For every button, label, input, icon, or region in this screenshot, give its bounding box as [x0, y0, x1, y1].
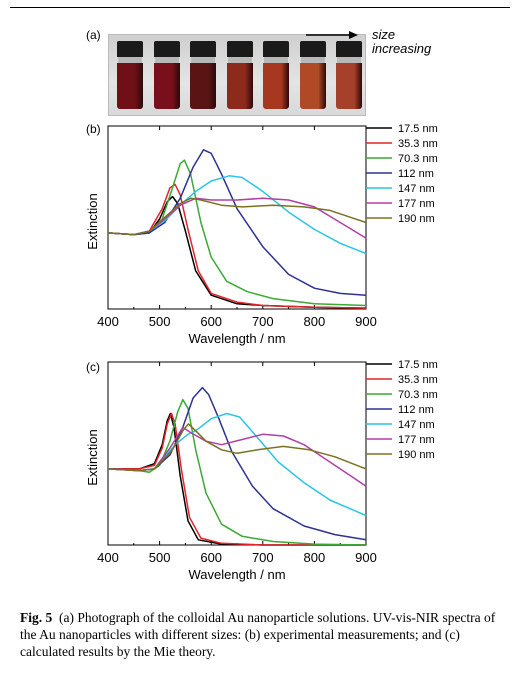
plot-frame [107, 125, 367, 310]
x-tick-label: 600 [200, 314, 222, 329]
vial-5 [263, 41, 289, 111]
size-increasing-label: size increasing [372, 28, 431, 56]
x-tick-label: 600 [200, 550, 222, 565]
series-line-190-nm [107, 423, 367, 472]
vial-liquid [299, 63, 326, 109]
vial-liquid [190, 63, 216, 109]
x-tick-label: 800 [304, 550, 326, 565]
x-tick-label: 400 [97, 314, 119, 329]
chart-panel-b: 400 500 600 700 800 900 Wavelength / nm Extinct… [85, 123, 438, 346]
x-tick-label: 800 [304, 314, 326, 329]
caption-label: Fig. 5 [20, 610, 53, 625]
vial-4 [226, 41, 253, 111]
vial-cap [153, 41, 180, 57]
vial-1 [117, 41, 143, 111]
panel-label-c: (c) [86, 360, 100, 374]
panel-label-a: (a) [86, 28, 101, 42]
vial-cap [336, 41, 362, 57]
vial-7 [336, 41, 362, 111]
panel-label-b: (b) [86, 122, 101, 136]
legend-label: 147 nm [398, 183, 435, 195]
vial-liquid [263, 63, 289, 109]
size-label-line1: size [372, 27, 396, 42]
x-tick-label: 700 [252, 550, 274, 565]
size-arrow-icon [306, 31, 358, 39]
vial-liquid [226, 63, 253, 109]
vial-liquid [336, 63, 362, 109]
vial-cap [299, 41, 326, 57]
vial-neck [227, 57, 252, 63]
series-line-112-nm [107, 149, 367, 296]
vial-neck [300, 57, 325, 63]
series-line-177-nm [107, 426, 367, 487]
x-tick-label: 500 [149, 314, 171, 329]
legend-label: 112 nm [398, 168, 434, 180]
vial-neck [264, 57, 288, 63]
caption-text: (a) Photograph of the colloidal Au nanop… [20, 610, 496, 659]
x-axis-label: Wavelength / nm [188, 567, 285, 582]
legend-label: 147 nm [398, 419, 435, 431]
vial-neck [154, 57, 179, 63]
vial-cap [263, 41, 289, 57]
legend-label: 17.5 nm [398, 123, 438, 135]
x-tick-label: 400 [97, 550, 119, 565]
vial-neck [337, 57, 361, 63]
vial-cap [117, 41, 143, 57]
top-rule [10, 7, 510, 8]
x-tick-label: 900 [355, 314, 377, 329]
x-axis-label: Wavelength / nm [188, 331, 285, 346]
y-axis-label: Extinction [85, 193, 100, 249]
legend-label: 70.3 nm [398, 153, 438, 165]
series-line-70-3-nm [107, 398, 367, 546]
vials-photograph [108, 34, 366, 116]
vial-neck [118, 57, 142, 63]
x-tick-label: 500 [149, 550, 171, 565]
legend-label: 35.3 nm [398, 138, 438, 150]
series-line-35-3-nm [108, 412, 366, 546]
legend-label: 17.5 nm [398, 359, 438, 371]
series-line-112-nm [107, 386, 367, 541]
legend-label: 177 nm [398, 198, 435, 210]
series-line-35-3-nm [107, 183, 367, 309]
vial-3 [190, 41, 216, 111]
series-line-17-5-nm [108, 412, 366, 546]
vial-2 [153, 41, 180, 111]
figure-caption: Fig. 5 (a) Photograph of the colloidal A… [20, 609, 500, 660]
legend-label: 112 nm [398, 404, 434, 416]
chart-panel-c: 400 500 600 700 800 900 Wavelength / nm Extinct… [85, 359, 438, 582]
legend-label: 35.3 nm [398, 374, 438, 386]
size-label-line2: increasing [372, 41, 432, 56]
vial-cap [226, 41, 253, 57]
vial-liquid [117, 63, 143, 109]
series-line-190-nm [107, 197, 367, 236]
legend-label: 70.3 nm [398, 389, 438, 401]
series-line-147-nm [107, 412, 367, 517]
legend-label: 190 nm [398, 449, 435, 461]
vial-cap [190, 41, 216, 57]
vial-neck [191, 57, 215, 63]
vial-liquid [153, 63, 180, 109]
x-tick-label: 700 [252, 314, 274, 329]
vial-6 [299, 41, 326, 111]
legend-label: 177 nm [398, 434, 435, 446]
y-axis-label: Extinction [85, 429, 100, 485]
legend-label: 190 nm [398, 213, 435, 225]
x-tick-label: 900 [355, 550, 377, 565]
